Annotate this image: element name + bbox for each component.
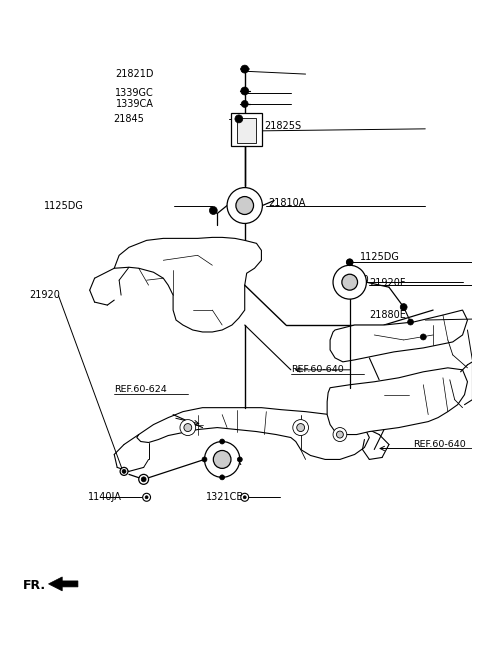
Circle shape	[293, 420, 309, 436]
Text: 21825S: 21825S	[264, 121, 301, 131]
Text: 1321CB: 1321CB	[205, 493, 244, 502]
Circle shape	[145, 496, 148, 498]
Text: 21821D: 21821D	[115, 69, 154, 79]
Circle shape	[333, 428, 347, 441]
Text: 1339GC: 1339GC	[115, 88, 154, 98]
Circle shape	[241, 65, 249, 73]
Circle shape	[141, 477, 146, 482]
Circle shape	[180, 420, 196, 436]
Circle shape	[333, 265, 366, 299]
Circle shape	[408, 319, 413, 325]
Circle shape	[209, 206, 217, 214]
Text: REF.60-640: REF.60-640	[291, 365, 344, 374]
Text: 21845: 21845	[113, 114, 144, 124]
Circle shape	[336, 431, 343, 438]
Text: REF.60-640: REF.60-640	[413, 440, 466, 449]
Circle shape	[202, 457, 207, 462]
Circle shape	[227, 187, 263, 223]
Text: 1125DG: 1125DG	[360, 252, 399, 262]
Circle shape	[235, 115, 243, 123]
Circle shape	[236, 196, 253, 214]
Circle shape	[184, 424, 192, 432]
Text: REF.60-624: REF.60-624	[114, 385, 167, 394]
Circle shape	[139, 474, 149, 484]
Circle shape	[238, 457, 242, 462]
Circle shape	[243, 496, 246, 498]
Circle shape	[220, 475, 225, 480]
Polygon shape	[330, 310, 468, 362]
Circle shape	[241, 493, 249, 501]
Circle shape	[347, 259, 353, 265]
Text: 21810A: 21810A	[268, 198, 306, 208]
Circle shape	[420, 334, 426, 340]
Polygon shape	[231, 113, 263, 146]
Text: 1339CA: 1339CA	[116, 99, 154, 109]
Circle shape	[297, 424, 305, 432]
Circle shape	[241, 100, 248, 107]
Polygon shape	[137, 407, 369, 459]
Circle shape	[204, 441, 240, 477]
Circle shape	[143, 493, 151, 501]
Text: FR.: FR.	[23, 580, 46, 592]
Circle shape	[120, 468, 128, 476]
Text: 21920: 21920	[29, 290, 60, 300]
Polygon shape	[327, 368, 468, 434]
Polygon shape	[237, 118, 256, 143]
Text: 1125DG: 1125DG	[44, 200, 84, 210]
Polygon shape	[48, 577, 78, 591]
Text: 21880E: 21880E	[369, 310, 406, 320]
Text: 21950R: 21950R	[204, 457, 242, 468]
Text: 1140JA: 1140JA	[88, 493, 121, 502]
Circle shape	[342, 274, 358, 290]
Text: 21830: 21830	[338, 275, 369, 285]
Text: 21920F: 21920F	[369, 278, 406, 288]
Circle shape	[241, 87, 249, 95]
Circle shape	[346, 259, 353, 266]
Polygon shape	[114, 237, 262, 332]
Circle shape	[220, 439, 225, 444]
Circle shape	[122, 470, 126, 474]
Circle shape	[213, 451, 231, 468]
Circle shape	[400, 304, 407, 310]
